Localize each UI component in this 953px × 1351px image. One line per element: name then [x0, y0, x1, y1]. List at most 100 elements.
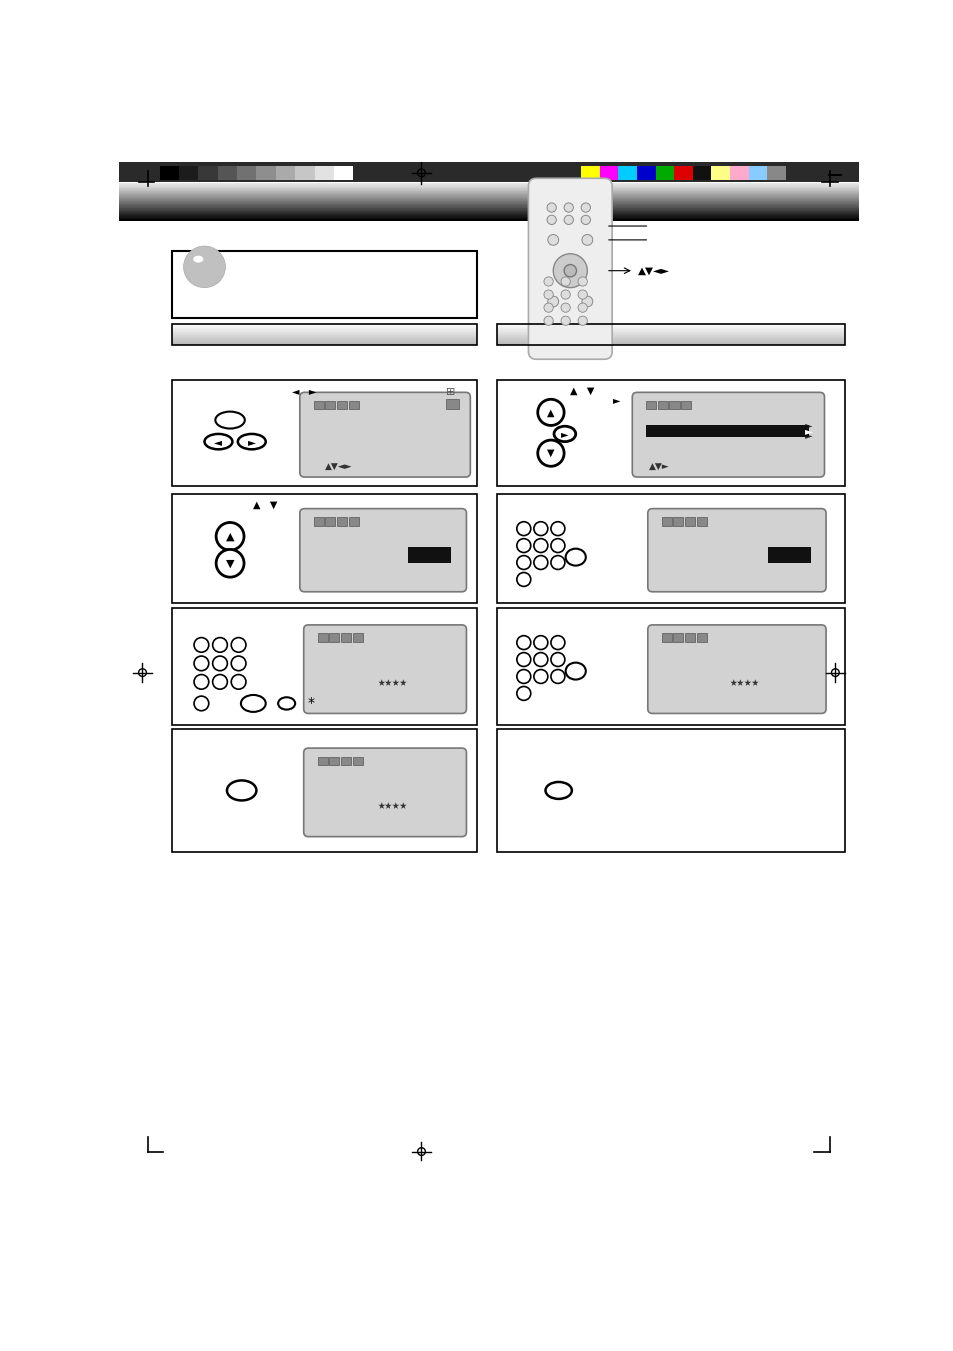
Circle shape	[534, 636, 547, 650]
FancyBboxPatch shape	[303, 626, 466, 713]
Bar	[497, 380, 844, 486]
Text: ★★★★: ★★★★	[377, 800, 407, 812]
Bar	[748, 166, 766, 180]
Text: ▲   ▼: ▲ ▼	[253, 500, 277, 509]
Circle shape	[550, 555, 564, 570]
Circle shape	[550, 539, 564, 553]
Circle shape	[543, 303, 553, 312]
Ellipse shape	[202, 269, 214, 277]
Circle shape	[534, 555, 547, 570]
Circle shape	[581, 296, 592, 307]
Circle shape	[547, 235, 558, 246]
Ellipse shape	[545, 782, 571, 798]
Text: ◄: ◄	[214, 436, 222, 447]
Bar	[661, 634, 671, 642]
Text: ▲: ▲	[226, 531, 234, 542]
Bar	[236, 166, 256, 180]
Bar	[669, 401, 679, 409]
Text: ⊞: ⊞	[446, 388, 456, 397]
Bar	[159, 166, 179, 180]
Text: ▲   ▼: ▲ ▼	[569, 386, 594, 396]
Text: ►: ►	[248, 436, 255, 447]
Circle shape	[563, 265, 576, 277]
Circle shape	[537, 400, 563, 426]
Bar	[329, 757, 339, 765]
Bar	[674, 166, 692, 180]
Bar	[599, 166, 618, 180]
Bar	[696, 634, 706, 642]
Circle shape	[534, 670, 547, 684]
Ellipse shape	[237, 434, 266, 450]
Circle shape	[581, 235, 592, 246]
Circle shape	[517, 653, 530, 666]
Bar	[340, 757, 351, 765]
Bar	[348, 401, 358, 409]
Circle shape	[580, 215, 590, 224]
FancyBboxPatch shape	[632, 392, 823, 477]
Ellipse shape	[565, 662, 585, 680]
Bar	[767, 547, 810, 562]
Circle shape	[560, 277, 570, 286]
Circle shape	[517, 686, 530, 700]
Circle shape	[213, 674, 227, 689]
Circle shape	[517, 636, 530, 650]
Bar	[275, 166, 294, 180]
Text: ◄   ►: ◄ ►	[292, 388, 315, 397]
Circle shape	[517, 573, 530, 586]
Bar	[680, 401, 691, 409]
Bar	[696, 517, 706, 526]
Bar	[766, 166, 785, 180]
Bar	[497, 324, 844, 346]
FancyBboxPatch shape	[303, 748, 466, 836]
Ellipse shape	[241, 694, 266, 712]
Text: ►: ►	[560, 428, 568, 439]
Ellipse shape	[554, 426, 575, 442]
Bar	[658, 401, 667, 409]
Circle shape	[560, 303, 570, 312]
Circle shape	[534, 539, 547, 553]
Circle shape	[578, 277, 587, 286]
FancyBboxPatch shape	[299, 508, 466, 592]
Ellipse shape	[278, 697, 294, 709]
Bar	[655, 166, 674, 180]
Circle shape	[193, 696, 209, 711]
Text: ►: ►	[804, 426, 812, 436]
Bar	[673, 634, 682, 642]
Circle shape	[578, 303, 587, 312]
Circle shape	[546, 203, 556, 212]
Text: *: *	[308, 696, 314, 711]
Bar	[179, 166, 198, 180]
Text: ▲▼◄►: ▲▼◄►	[637, 266, 669, 276]
Bar	[348, 517, 358, 526]
Circle shape	[216, 523, 244, 550]
Ellipse shape	[565, 549, 585, 566]
Bar	[580, 166, 599, 180]
Circle shape	[550, 670, 564, 684]
Bar	[172, 251, 476, 319]
Circle shape	[534, 521, 547, 535]
Text: ▼: ▼	[547, 449, 554, 458]
Bar	[317, 757, 328, 765]
Bar	[172, 324, 476, 346]
Circle shape	[216, 550, 244, 577]
Bar	[317, 634, 328, 642]
Bar	[172, 728, 476, 852]
Text: ►: ►	[613, 394, 619, 405]
Bar	[325, 401, 335, 409]
Circle shape	[578, 290, 587, 299]
Bar	[729, 166, 748, 180]
Circle shape	[578, 316, 587, 326]
Circle shape	[213, 657, 227, 670]
Bar	[673, 517, 682, 526]
Bar	[314, 401, 323, 409]
Circle shape	[560, 290, 570, 299]
Circle shape	[563, 215, 573, 224]
Bar	[692, 166, 711, 180]
Text: ▲▼◄►: ▲▼◄►	[324, 462, 352, 470]
FancyBboxPatch shape	[299, 392, 470, 477]
Ellipse shape	[204, 434, 233, 450]
Circle shape	[183, 246, 225, 288]
Circle shape	[517, 670, 530, 684]
Circle shape	[546, 215, 556, 224]
Bar	[353, 634, 362, 642]
